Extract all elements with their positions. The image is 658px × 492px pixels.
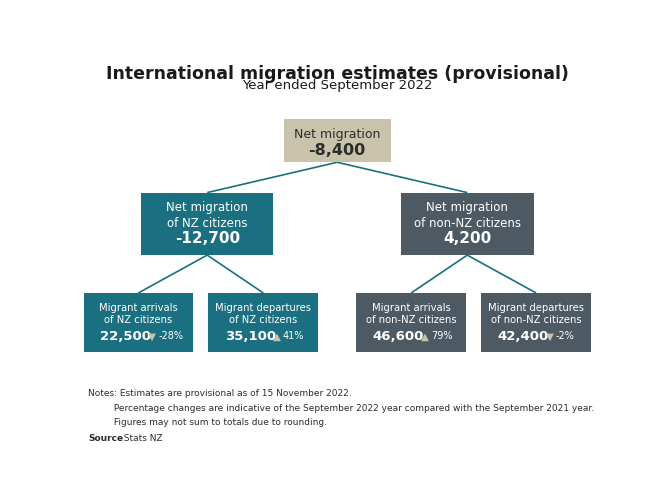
Text: Migrant arrivals
of NZ citizens: Migrant arrivals of NZ citizens bbox=[99, 303, 178, 325]
Text: ▲: ▲ bbox=[421, 332, 429, 341]
Text: Notes: Estimates are provisional as of 15 November 2022.: Notes: Estimates are provisional as of 1… bbox=[88, 389, 352, 399]
Text: 35,100: 35,100 bbox=[224, 330, 276, 343]
FancyBboxPatch shape bbox=[284, 119, 391, 162]
Text: -28%: -28% bbox=[158, 332, 183, 341]
Text: ▲: ▲ bbox=[273, 332, 281, 341]
Text: International migration estimates (provisional): International migration estimates (provi… bbox=[106, 65, 569, 83]
Text: Migrant departures
of NZ citizens: Migrant departures of NZ citizens bbox=[215, 303, 311, 325]
Text: 46,600: 46,600 bbox=[372, 330, 424, 343]
FancyBboxPatch shape bbox=[401, 192, 534, 255]
Text: ▼: ▼ bbox=[546, 332, 554, 341]
Text: Percentage changes are indicative of the September 2022 year compared with the S: Percentage changes are indicative of the… bbox=[88, 404, 594, 413]
Text: -12,700: -12,700 bbox=[174, 231, 240, 246]
FancyBboxPatch shape bbox=[357, 293, 466, 352]
Text: 42,400: 42,400 bbox=[497, 330, 549, 343]
Text: ▼: ▼ bbox=[148, 332, 156, 341]
Text: 79%: 79% bbox=[431, 332, 453, 341]
Text: Year ended September 2022: Year ended September 2022 bbox=[242, 79, 432, 92]
Text: Net migration
of non-NZ citizens: Net migration of non-NZ citizens bbox=[414, 201, 520, 230]
Text: Migrant departures
of non-NZ citizens: Migrant departures of non-NZ citizens bbox=[488, 303, 584, 325]
Text: 4,200: 4,200 bbox=[443, 231, 492, 246]
Text: Migrant arrivals
of non-NZ citizens: Migrant arrivals of non-NZ citizens bbox=[366, 303, 457, 325]
FancyBboxPatch shape bbox=[481, 293, 591, 352]
Text: Net migration
of NZ citizens: Net migration of NZ citizens bbox=[166, 201, 248, 230]
Text: : Stats NZ: : Stats NZ bbox=[118, 434, 163, 443]
Text: Figures may not sum to totals due to rounding.: Figures may not sum to totals due to rou… bbox=[88, 418, 328, 427]
FancyBboxPatch shape bbox=[84, 293, 193, 352]
Text: 22,500: 22,500 bbox=[100, 330, 151, 343]
Text: -8,400: -8,400 bbox=[309, 144, 366, 158]
Text: Net migration: Net migration bbox=[294, 128, 380, 141]
Text: Source: Source bbox=[88, 434, 124, 443]
Text: -2%: -2% bbox=[556, 332, 574, 341]
Text: 41%: 41% bbox=[283, 332, 305, 341]
FancyBboxPatch shape bbox=[141, 192, 274, 255]
FancyBboxPatch shape bbox=[209, 293, 318, 352]
